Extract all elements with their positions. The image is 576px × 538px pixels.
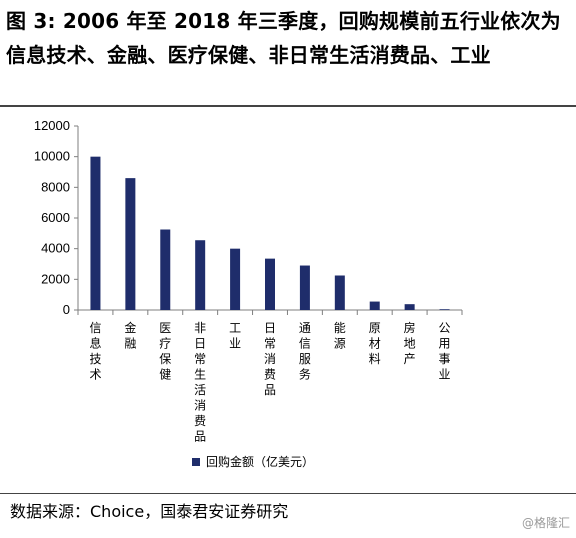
category-label: 信息技术 (89, 321, 101, 382)
bar-3 (160, 229, 171, 310)
category-label: 能源 (334, 321, 346, 351)
y-tick-label: 4000 (41, 241, 70, 256)
y-tick-label: 12000 (34, 118, 70, 133)
bar-chart: 0 2000 4000 6000 8000 10000 12000 信息技术 金融 医疗保健 非日… (34, 118, 463, 469)
bar-1 (90, 156, 101, 310)
bar-11 (439, 309, 450, 310)
legend: 回购金额（亿美元） (192, 454, 314, 469)
category-label: 公用事业 (439, 321, 451, 382)
category-label: 医疗保健 (159, 321, 171, 382)
category-label: 日常消费品 (264, 321, 276, 397)
bar-8 (334, 275, 345, 310)
watermark: @格隆汇 (521, 516, 570, 530)
y-tick-label: 2000 (41, 271, 70, 286)
source-note: 数据来源：Choice，国泰君安证券研究 (10, 502, 289, 521)
category-label: 金融 (124, 320, 136, 351)
bar-9 (369, 301, 380, 310)
footer-divider (0, 493, 576, 494)
category-label: 通信服务 (299, 321, 311, 382)
y-tick-label: 0 (63, 302, 70, 317)
bar-7 (299, 265, 310, 310)
category-label: 非日常生活消费品 (194, 321, 206, 444)
bar-4 (195, 240, 206, 310)
y-axis: 0 2000 4000 6000 8000 10000 12000 (34, 118, 79, 317)
y-tick-label: 8000 (41, 179, 70, 194)
legend-swatch (192, 458, 200, 466)
bars (90, 156, 450, 310)
bar-5 (230, 248, 241, 310)
bar-10 (404, 304, 415, 310)
y-tick-label: 10000 (34, 149, 70, 164)
x-axis (77, 309, 463, 315)
y-tick-label: 6000 (41, 210, 70, 225)
bar-6 (265, 258, 275, 310)
category-labels: 信息技术 金融 医疗保健 非日常生活消费品 工业 日常消费品 通信服务 能源 原材料 房地产 公用事… (89, 320, 450, 444)
title-divider (0, 105, 576, 107)
chart-title: 图 3: 2006 年至 2018 年三季度，回购规模前五行业依次为信息技术、金… (6, 9, 561, 67)
category-label: 原材料 (369, 321, 381, 366)
bar-2 (125, 178, 136, 310)
category-label: 房地产 (404, 320, 416, 366)
category-label: 工业 (229, 321, 241, 351)
legend-label: 回购金额（亿美元） (206, 454, 314, 469)
